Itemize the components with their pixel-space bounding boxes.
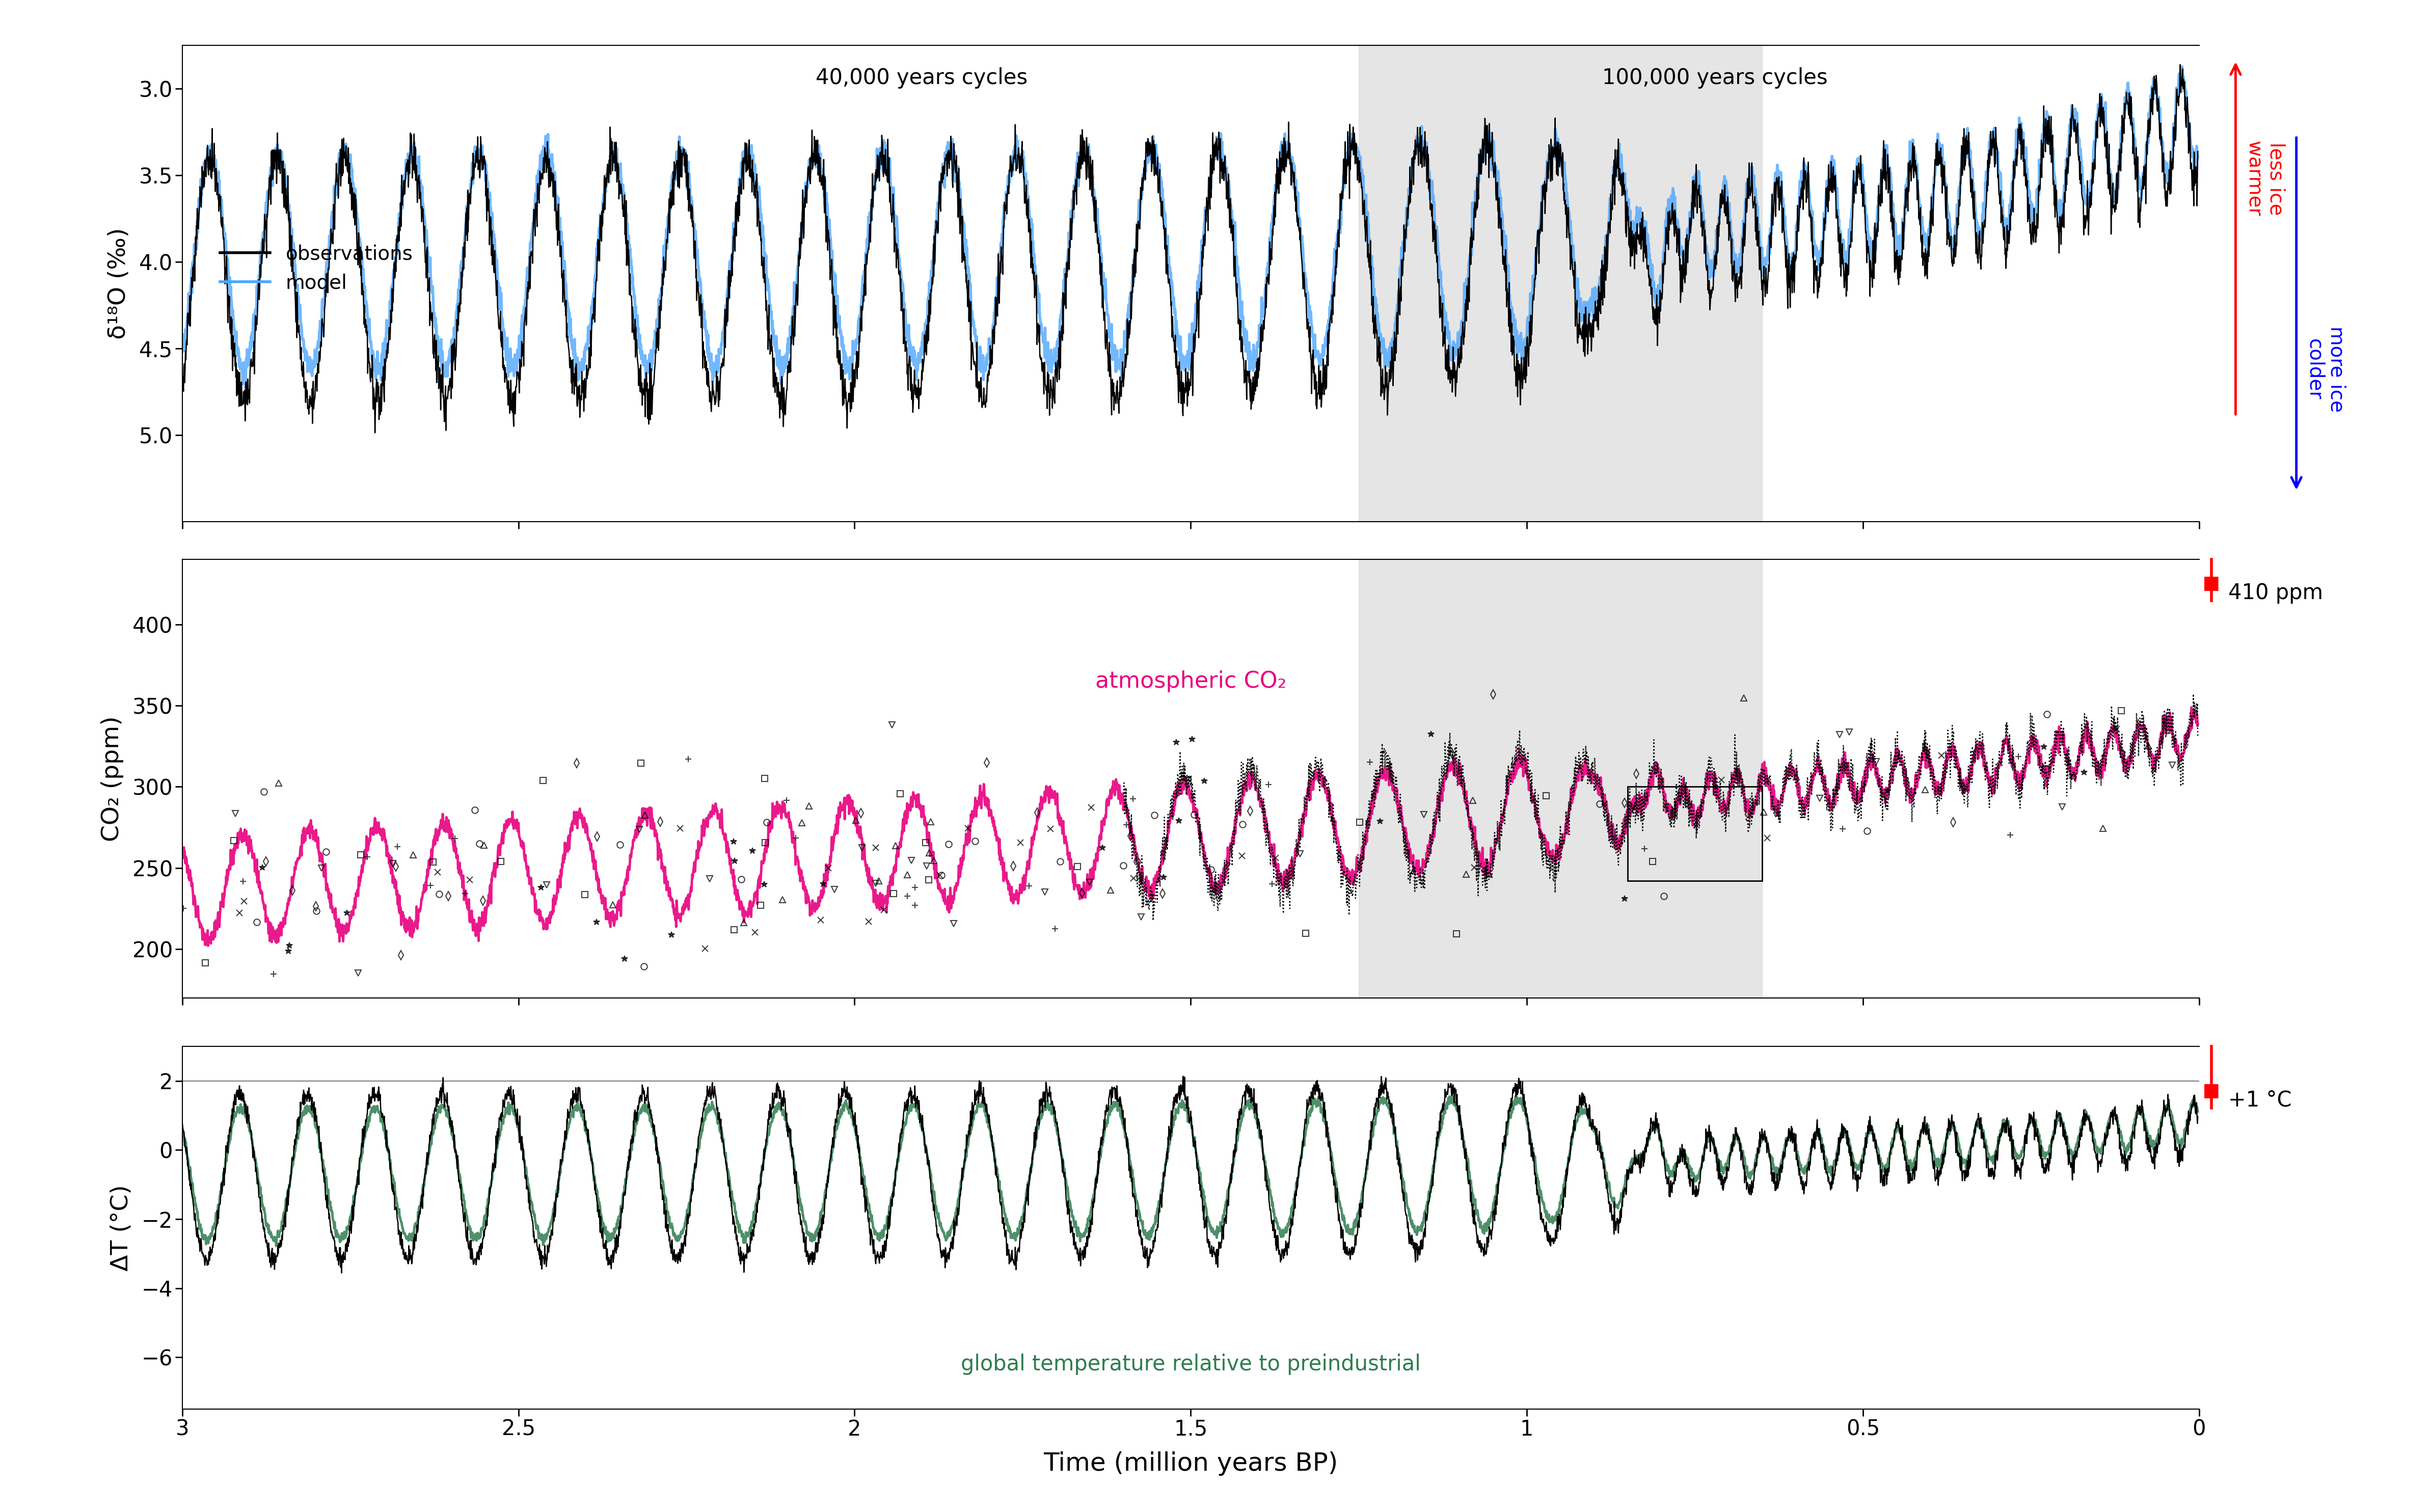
Text: 40,000 years cycles: 40,000 years cycles (816, 67, 1028, 89)
Text: atmospheric CO₂: atmospheric CO₂ (1096, 670, 1285, 692)
Text: less ice
warmer: less ice warmer (2243, 141, 2287, 216)
X-axis label: Time (million years BP): Time (million years BP) (1042, 1452, 1339, 1476)
Text: ▪: ▪ (2202, 570, 2221, 597)
Text: ▪: ▪ (2202, 1078, 2221, 1105)
Bar (1358, 45, 1762, 522)
Text: 410 ppm: 410 ppm (2228, 582, 2323, 603)
Text: global temperature relative to preindustrial: global temperature relative to preindust… (960, 1353, 1422, 1374)
Bar (1358, 559, 1762, 998)
Y-axis label: CO₂ (ppm): CO₂ (ppm) (100, 715, 124, 842)
Text: +1 °C: +1 °C (2228, 1090, 2291, 1111)
Y-axis label: ΔT (°C): ΔT (°C) (109, 1184, 134, 1272)
Bar (1628, 786, 1762, 881)
Text: 100,000 years cycles: 100,000 years cycles (1601, 67, 1827, 89)
Legend: observations, model: observations, model (211, 236, 420, 301)
Y-axis label: δ¹⁸O (‰): δ¹⁸O (‰) (107, 228, 131, 339)
Text: more ice
colder: more ice colder (2304, 327, 2347, 413)
